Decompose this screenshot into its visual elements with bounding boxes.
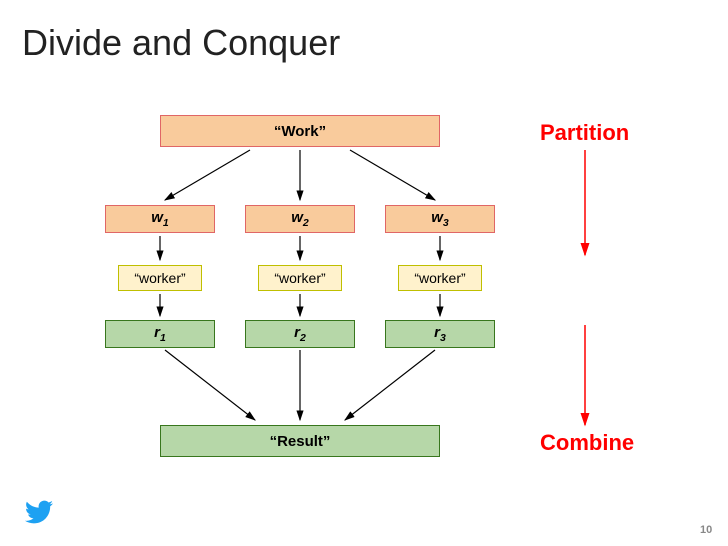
slide-title: Divide and Conquer bbox=[22, 22, 340, 64]
r1-label: r1 bbox=[154, 324, 166, 344]
worker1-label: “worker” bbox=[134, 270, 185, 286]
worker3-label: “worker” bbox=[414, 270, 465, 286]
r3-box: r3 bbox=[385, 320, 495, 348]
worker1-box: “worker” bbox=[118, 265, 202, 291]
w3-label: w3 bbox=[431, 209, 449, 229]
w3-box: w3 bbox=[385, 205, 495, 233]
work-box: “Work” bbox=[160, 115, 440, 147]
r2-label: r2 bbox=[294, 324, 306, 344]
page-number: 10 bbox=[700, 524, 712, 536]
r1-box: r1 bbox=[105, 320, 215, 348]
result-label: “Result” bbox=[270, 433, 331, 450]
twitter-icon bbox=[22, 498, 56, 526]
w2-label: w2 bbox=[291, 209, 309, 229]
w1-label: w1 bbox=[151, 209, 169, 229]
w1-box: w1 bbox=[105, 205, 215, 233]
w2-box: w2 bbox=[245, 205, 355, 233]
r2-box: r2 bbox=[245, 320, 355, 348]
r3-label: r3 bbox=[434, 324, 446, 344]
worker3-box: “worker” bbox=[398, 265, 482, 291]
combine-label: Combine bbox=[540, 430, 634, 456]
partition-label: Partition bbox=[540, 120, 629, 146]
arrows-layer bbox=[0, 0, 728, 546]
worker2-label: “worker” bbox=[274, 270, 325, 286]
result-box: “Result” bbox=[160, 425, 440, 457]
work-label: “Work” bbox=[274, 123, 326, 140]
worker2-box: “worker” bbox=[258, 265, 342, 291]
